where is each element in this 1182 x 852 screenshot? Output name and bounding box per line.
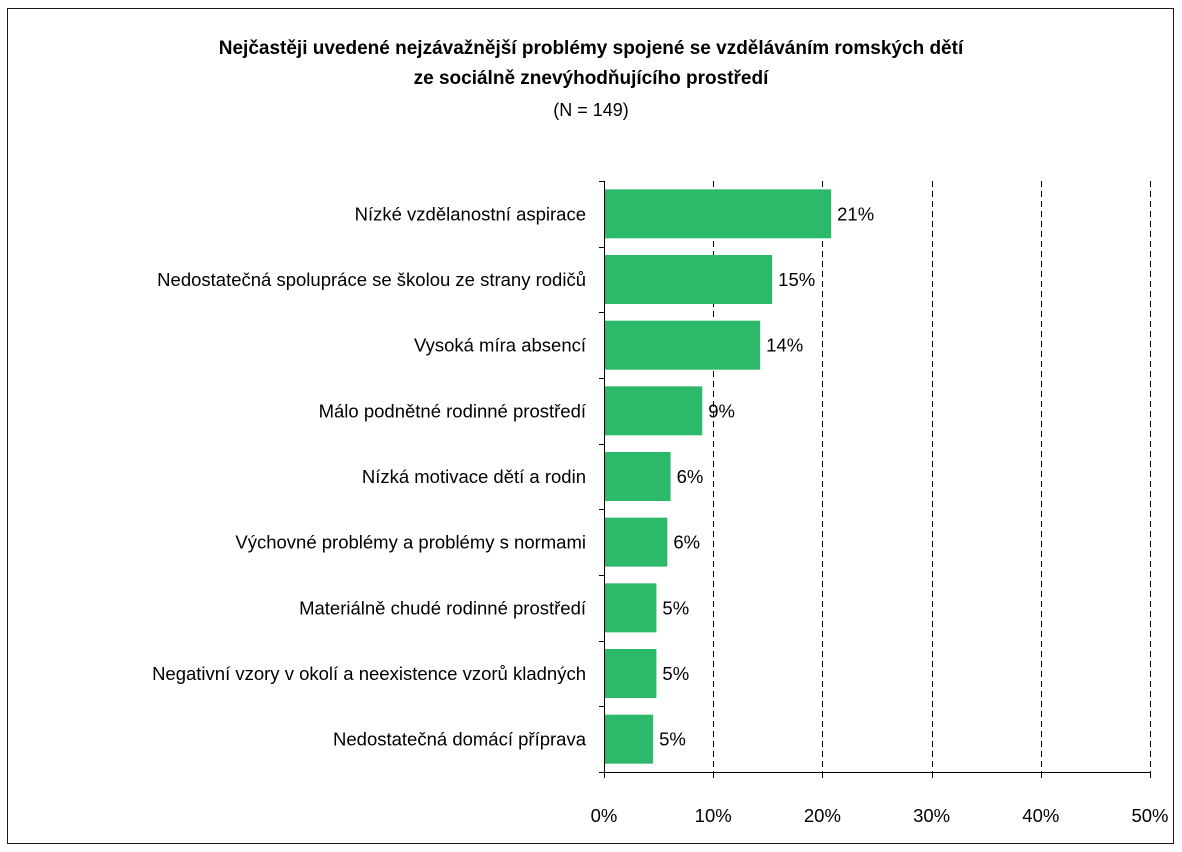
value-label-6: 6% (673, 532, 700, 553)
x-tick-label-50: 50% (1131, 805, 1168, 826)
value-label-5: 6% (677, 466, 704, 487)
chart-subtitle: (N = 149) (553, 100, 629, 120)
category-label-8: Negativní vzory v okolí a neexistence vz… (152, 663, 586, 684)
bar-8 (604, 649, 657, 698)
bar-7 (604, 583, 657, 633)
category-label-5: Nízká motivace dětí a rodin (362, 466, 586, 487)
value-label-3: 14% (766, 335, 803, 356)
x-tick-label-20: 20% (804, 805, 841, 826)
category-label-6: Výchovné problémy a problémy s normami (235, 532, 586, 553)
category-label-4: Málo podnětné rodinné prostředí (319, 400, 587, 421)
x-tick-label-0: 0% (591, 805, 618, 826)
bar-1 (604, 189, 832, 239)
x-tick-label-30: 30% (913, 805, 950, 826)
category-label-3: Vysoká míra absencí (414, 335, 587, 356)
bar-5 (604, 452, 671, 501)
x-tick-label-10: 10% (695, 805, 732, 826)
chart-title-block: Nejčastěji uvedené nejzávažnější problém… (0, 34, 1182, 124)
category-label-7: Materiálně chudé rodinné prostředí (299, 597, 587, 618)
chart-title-line-1: Nejčastěji uvedené nejzávažnější problém… (218, 38, 964, 59)
chart-title-line-2: ze sociálně znevýhodňujícího prostředí (413, 68, 769, 89)
bar-6 (604, 517, 668, 567)
category-label-9: Nedostatečná domácí příprava (333, 729, 587, 750)
category-label-1: Nízké vzdělanostní aspirace (355, 203, 586, 224)
value-label-1: 21% (837, 203, 874, 224)
bar-2 (604, 255, 773, 304)
bar-3 (604, 320, 761, 370)
category-label-2: Nedostatečná spolupráce se školou ze str… (157, 269, 586, 290)
chart-frame (7, 8, 1174, 844)
value-label-2: 15% (778, 269, 815, 290)
value-label-8: 5% (662, 663, 689, 684)
value-label-4: 9% (708, 400, 735, 421)
value-label-9: 5% (659, 729, 686, 750)
x-tick-label-40: 40% (1022, 805, 1059, 826)
bar-9 (604, 714, 654, 764)
value-label-7: 5% (662, 597, 689, 618)
bar-4 (604, 386, 703, 436)
